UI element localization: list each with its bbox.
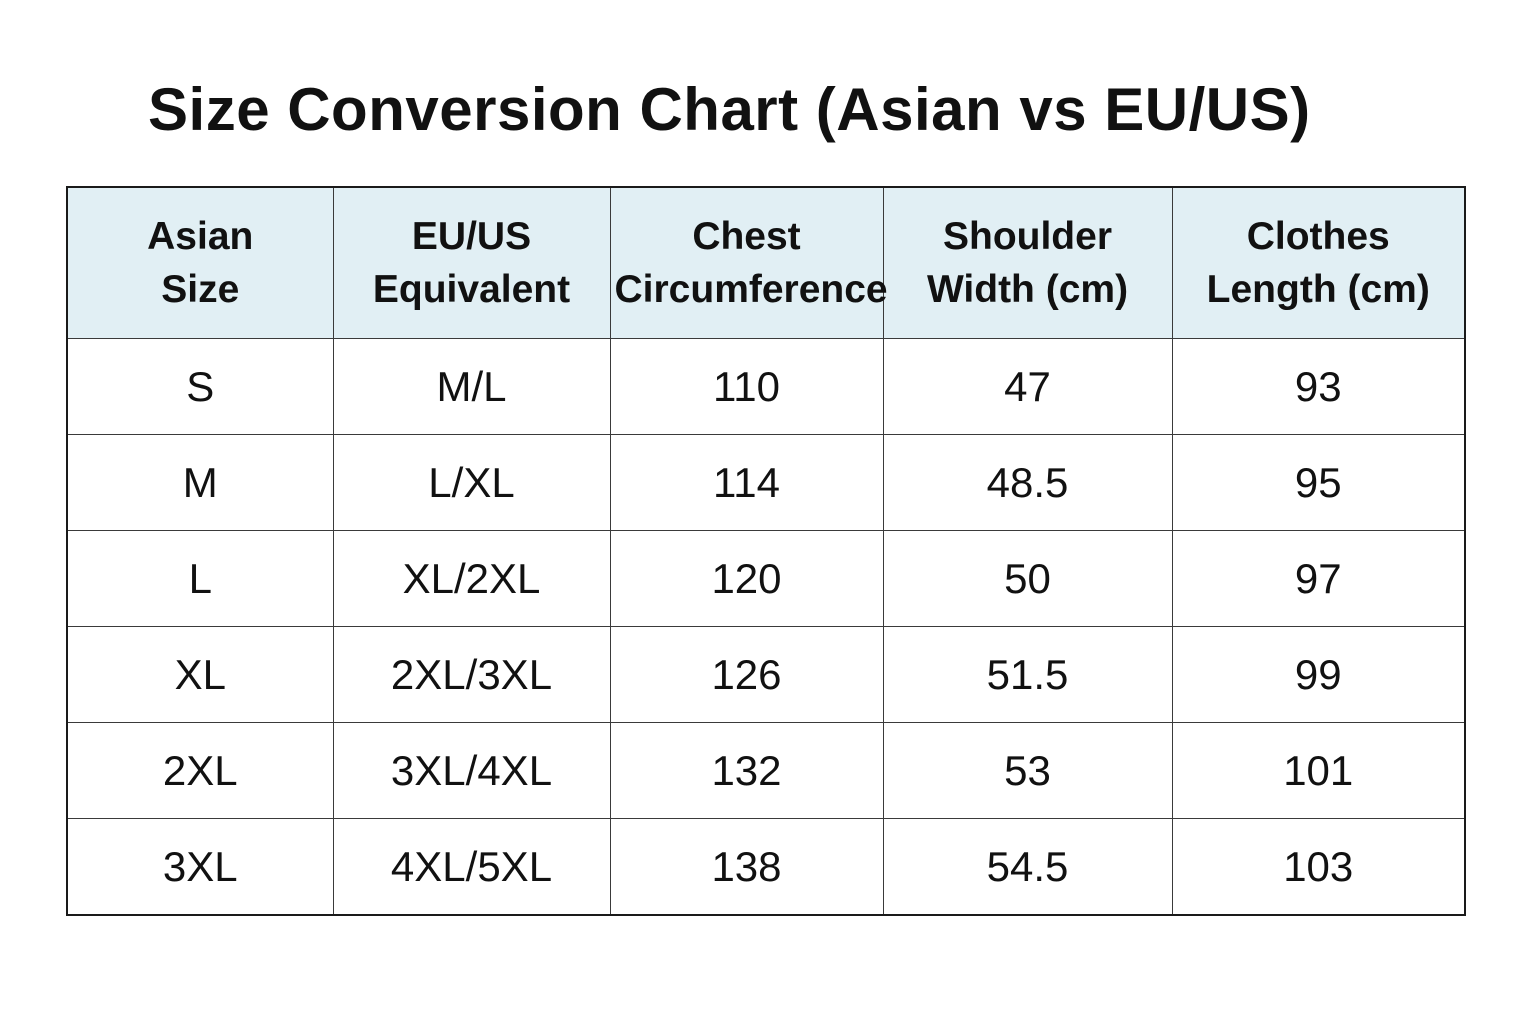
cell-shoulder-width: 48.5	[882, 434, 1173, 531]
cell-asian-size: XL	[66, 626, 334, 723]
header-line: Chest	[692, 215, 801, 258]
header-line: Asian	[147, 215, 254, 258]
cell-shoulder-width: 51.5	[882, 626, 1173, 723]
table-row: S M/L 110 47 93	[66, 338, 1466, 435]
cell-asian-size: L	[66, 530, 334, 627]
cell-eu-us-equivalent: XL/2XL	[332, 530, 611, 627]
header-line: Size	[161, 268, 240, 311]
table-body: S M/L 110 47 93 M L/XL 114 48.5 95 L XL/…	[66, 338, 1466, 916]
cell-clothes-length: 97	[1171, 530, 1466, 627]
cell-clothes-length: 103	[1171, 818, 1466, 916]
cell-asian-size: M	[66, 434, 334, 531]
table-row: L XL/2XL 120 50 97	[66, 530, 1466, 627]
header-line: EU/US	[411, 215, 532, 258]
cell-clothes-length: 93	[1171, 338, 1466, 435]
table-row: 3XL 4XL/5XL 138 54.5 103	[66, 818, 1466, 916]
size-table-container: Asian Size EU/US Equivalent Chest Circum…	[66, 186, 1466, 916]
cell-eu-us-equivalent: 3XL/4XL	[332, 722, 611, 819]
header-row: Asian Size EU/US Equivalent Chest Circum…	[66, 186, 1466, 339]
header-line: Clothes	[1246, 215, 1390, 258]
cell-clothes-length: 101	[1171, 722, 1466, 819]
cell-chest-circumference: 138	[609, 818, 884, 916]
cell-clothes-length: 95	[1171, 434, 1466, 531]
cell-chest-circumference: 114	[609, 434, 884, 531]
cell-asian-size: 3XL	[66, 818, 334, 916]
cell-clothes-length: 99	[1171, 626, 1466, 723]
cell-shoulder-width: 53	[882, 722, 1173, 819]
header-clothes-length: Clothes Length (cm)	[1171, 186, 1466, 339]
cell-chest-circumference: 126	[609, 626, 884, 723]
cell-shoulder-width: 47	[882, 338, 1173, 435]
cell-asian-size: 2XL	[66, 722, 334, 819]
cell-eu-us-equivalent: 2XL/3XL	[332, 626, 611, 723]
header-line: Equivalent	[372, 268, 571, 311]
size-conversion-table: Asian Size EU/US Equivalent Chest Circum…	[66, 186, 1466, 916]
page-title: Size Conversion Chart (Asian vs EU/US)	[148, 76, 1311, 143]
cell-eu-us-equivalent: M/L	[332, 338, 611, 435]
cell-chest-circumference: 120	[609, 530, 884, 627]
header-line: Length (cm)	[1206, 268, 1430, 311]
cell-chest-circumference: 132	[609, 722, 884, 819]
header-line: Shoulder	[942, 215, 1112, 258]
cell-asian-size: S	[66, 338, 334, 435]
header-shoulder-width: Shoulder Width (cm)	[882, 186, 1173, 339]
cell-chest-circumference: 110	[609, 338, 884, 435]
header-line: Circumference	[614, 268, 888, 311]
cell-eu-us-equivalent: L/XL	[332, 434, 611, 531]
header-asian-size: Asian Size	[66, 186, 334, 339]
header-line: Width (cm)	[926, 268, 1129, 311]
header-chest-circumference: Chest Circumference	[609, 186, 888, 339]
cell-shoulder-width: 50	[882, 530, 1173, 627]
header-eu-us-equivalent: EU/US Equivalent	[332, 186, 611, 339]
table-header: Asian Size EU/US Equivalent Chest Circum…	[66, 186, 1466, 339]
table-row: M L/XL 114 48.5 95	[66, 434, 1466, 531]
table-row: 2XL 3XL/4XL 132 53 101	[66, 722, 1466, 819]
table-row: XL 2XL/3XL 126 51.5 99	[66, 626, 1466, 723]
cell-eu-us-equivalent: 4XL/5XL	[332, 818, 611, 916]
cell-shoulder-width: 54.5	[882, 818, 1173, 916]
